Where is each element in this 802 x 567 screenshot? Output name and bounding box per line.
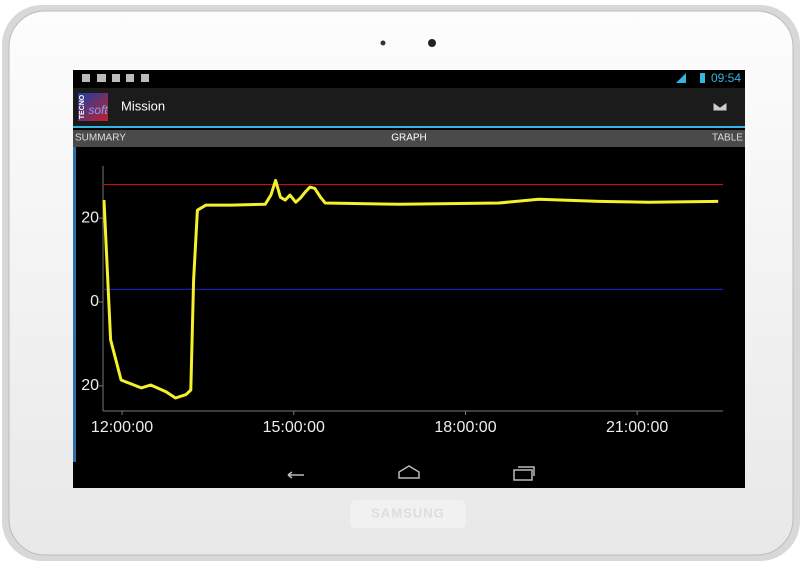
x-tick-label: 15:00:00 — [263, 419, 325, 436]
tab[interactable]: SUMMARY — [75, 133, 126, 144]
sensor — [381, 41, 386, 46]
y-tick-label: 0 — [90, 293, 99, 310]
y-tick-label: 20 — [81, 377, 99, 394]
app-bar-divider — [73, 126, 745, 128]
app-bar — [73, 88, 745, 126]
app-title: Mission — [121, 98, 165, 113]
x-tick-label: 18:00:00 — [434, 419, 496, 436]
side-strip — [73, 147, 76, 462]
tablet: SAMSUNG 09:54 TECNO soft Mission SUMMARY… — [0, 0, 802, 567]
tab[interactable]: GRAPH — [391, 133, 427, 144]
battery-icon — [700, 73, 705, 83]
x-tick-label: 12:00:00 — [91, 419, 153, 436]
x-tick-label: 21:00:00 — [606, 419, 668, 436]
page: {"device":{"brand":"SAMSUNG"}, "status_b… — [0, 0, 802, 567]
logo-text: TECNO — [79, 94, 86, 119]
logo-text: soft — [88, 103, 108, 117]
clock: 09:54 — [711, 71, 741, 85]
camera — [428, 39, 436, 47]
tab[interactable]: TABLE — [712, 133, 743, 144]
y-tick-label: 20 — [81, 209, 99, 226]
brand: SAMSUNG — [371, 505, 444, 520]
